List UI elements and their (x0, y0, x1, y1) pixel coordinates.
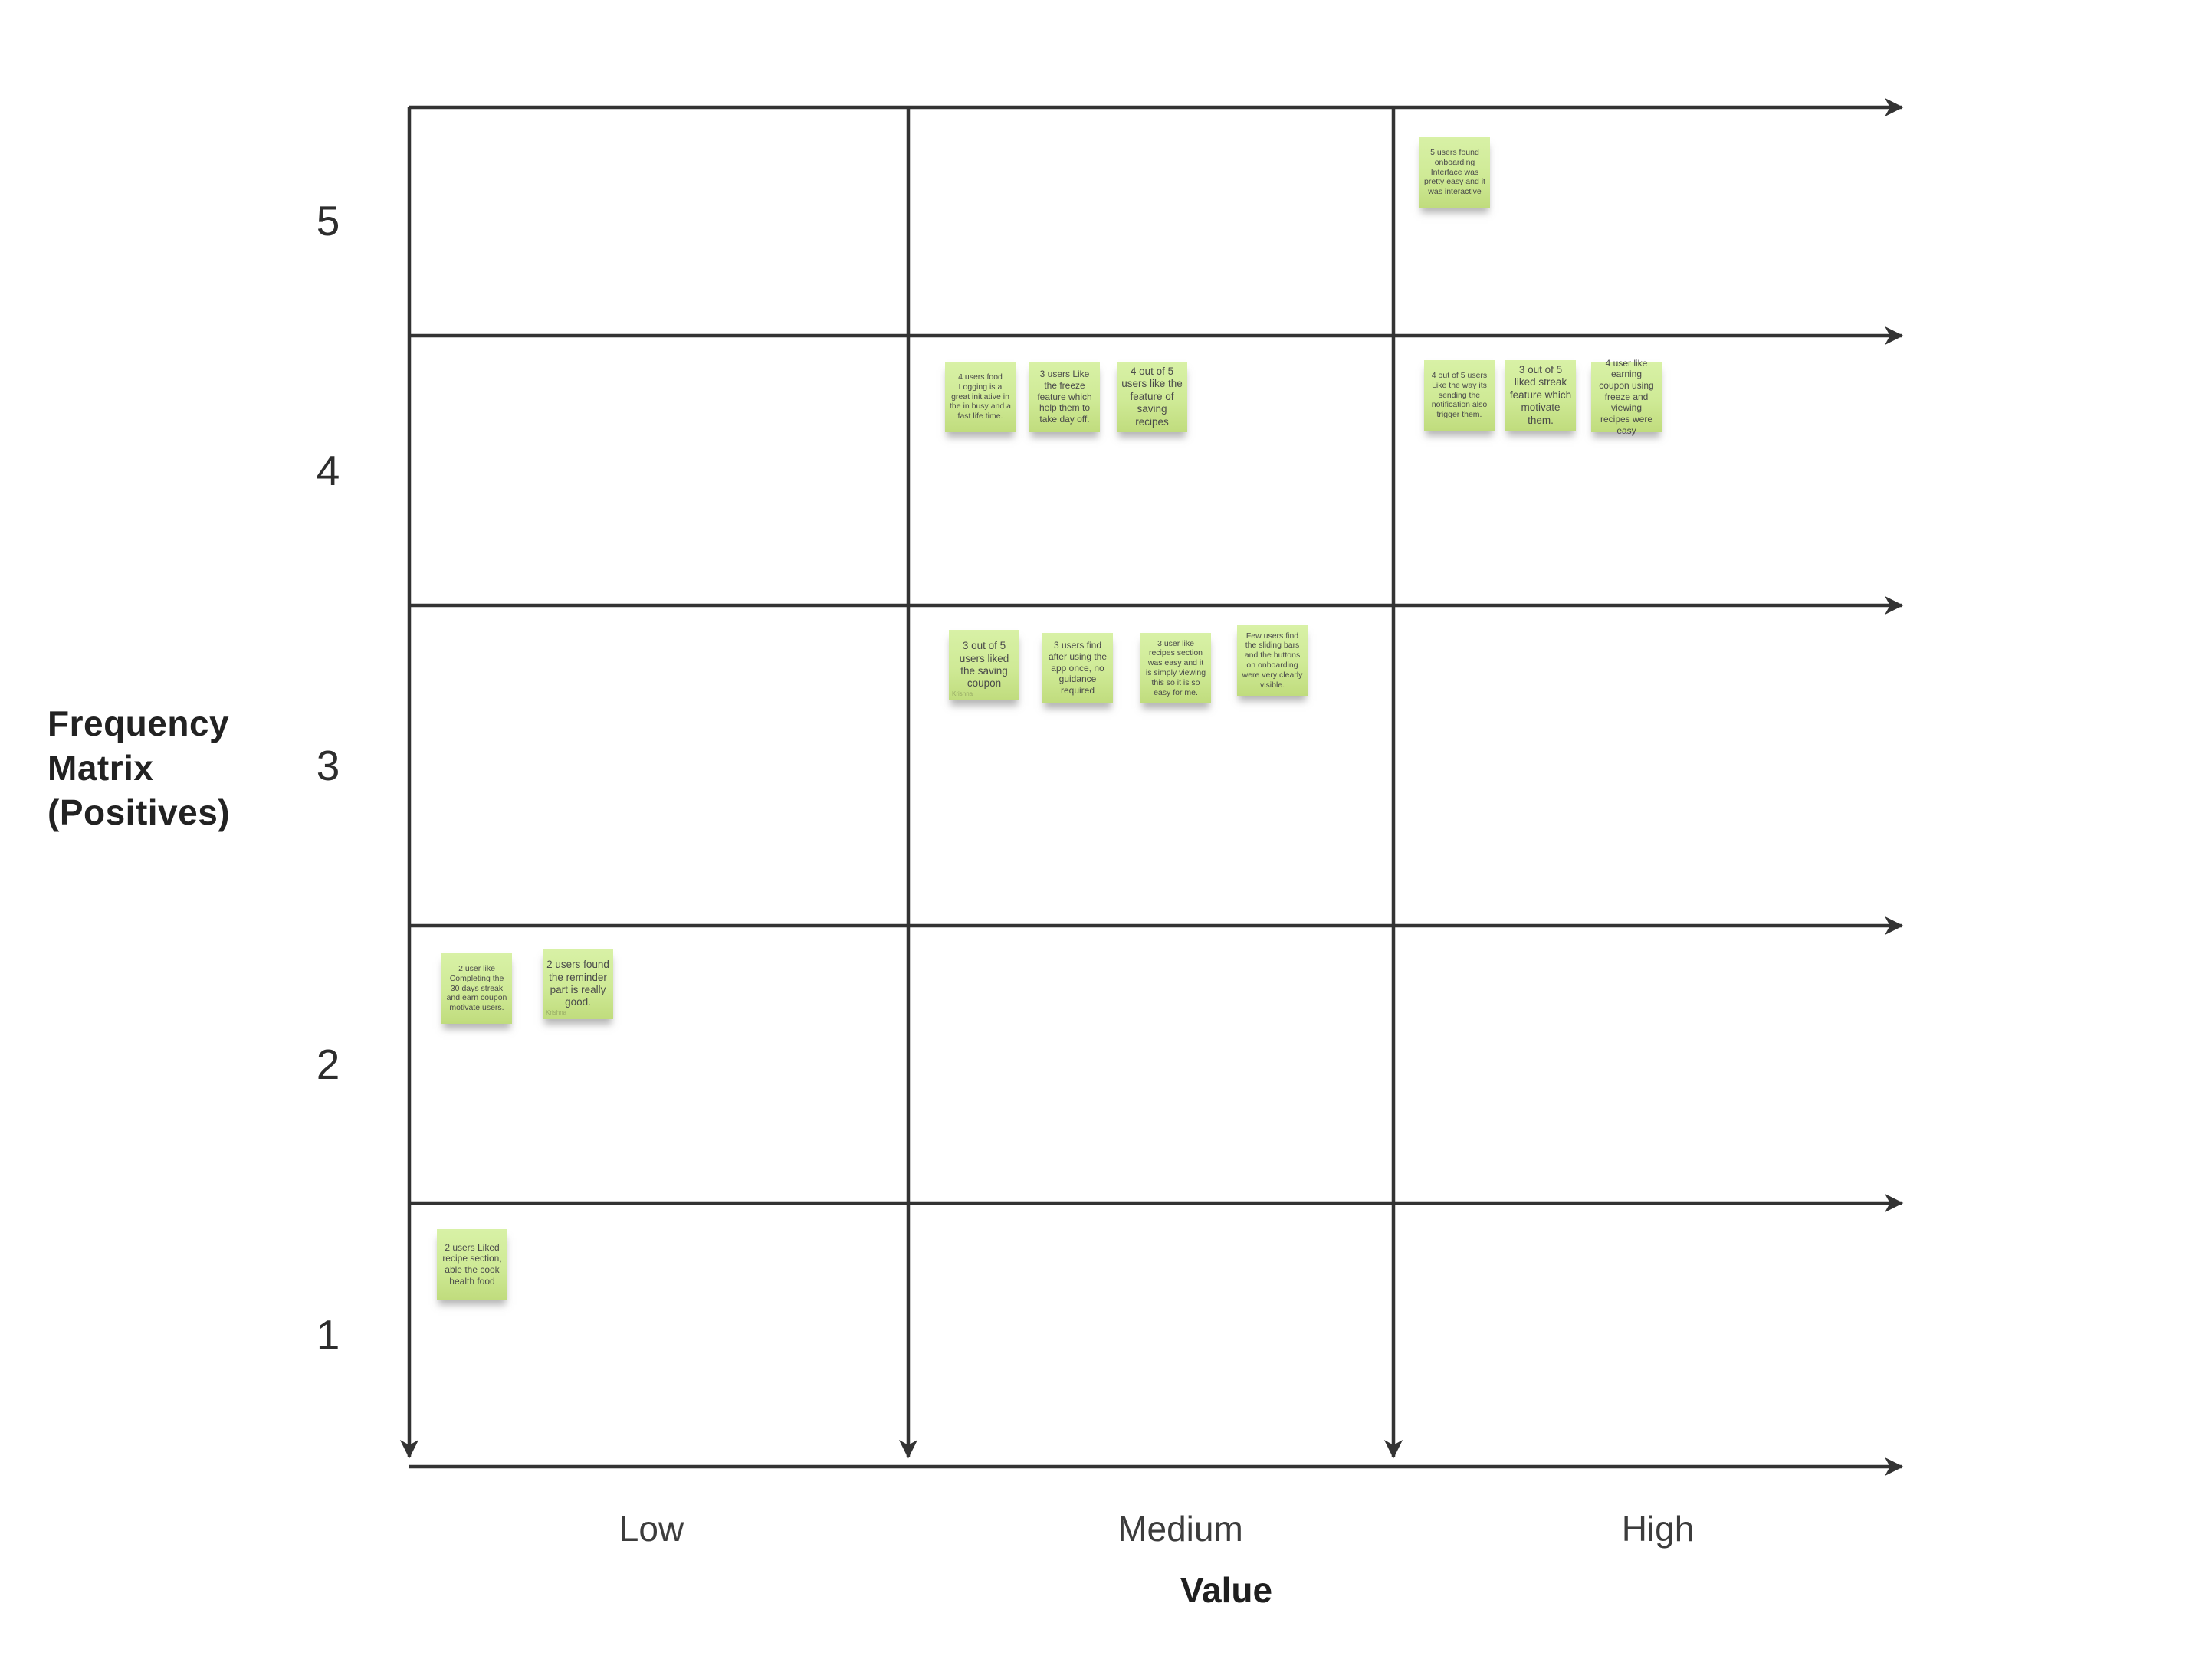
sticky-note[interactable]: 3 users find after using the app once, n… (1042, 633, 1113, 703)
sticky-note-text: 3 user like recipes section was easy and… (1145, 638, 1206, 697)
x-axis-label-high: High (1621, 1509, 1695, 1549)
y-axis-label-3: 3 (316, 742, 340, 789)
sticky-note-text: 3 out of 5 liked streak feature which mo… (1509, 363, 1572, 426)
sticky-note[interactable]: Few users find the sliding bars and the … (1237, 625, 1308, 696)
sticky-note-text: 3 users find after using the app once, n… (1048, 640, 1108, 696)
sticky-note[interactable]: 3 user like recipes section was easy and… (1140, 633, 1211, 703)
y-axis-label-1: 1 (316, 1311, 340, 1359)
sticky-note-text: 4 users food Logging is a great initiati… (950, 372, 1011, 421)
sticky-note[interactable]: 5 users found onboarding Interface was p… (1419, 137, 1490, 208)
sticky-note[interactable]: 3 out of 5 users liked the saving coupon… (949, 630, 1019, 700)
sticky-note[interactable]: 3 out of 5 liked streak feature which mo… (1505, 360, 1576, 431)
x-axis-label-medium: Medium (1117, 1509, 1243, 1549)
x-axis-label-low: Low (619, 1509, 684, 1549)
y-axis-label-2: 2 (316, 1041, 340, 1088)
y-axis-label-4: 4 (316, 447, 340, 494)
sticky-note-text: 3 out of 5 users liked the saving coupon (959, 640, 1009, 690)
y-axis-title: Frequency Matrix (Positives) (48, 702, 230, 835)
sticky-note-author: Krishna (952, 690, 973, 698)
y-axis-title-line: Matrix (48, 747, 154, 788)
sticky-note[interactable]: 4 users food Logging is a great initiati… (945, 362, 1016, 432)
sticky-note-text: 2 users Liked recipe section, able the c… (442, 1241, 502, 1287)
sticky-note-text: 3 users Like the freeze feature which he… (1037, 369, 1092, 425)
sticky-note[interactable]: 3 users Like the freeze feature which he… (1029, 362, 1100, 432)
sticky-note[interactable]: 4 user like earning coupon using freeze … (1591, 358, 1662, 436)
sticky-note-text: 4 user like earning coupon using freeze … (1599, 357, 1654, 436)
sticky-note-text: Few users find the sliding bars and the … (1242, 631, 1303, 690)
sticky-note-text: 2 user like Completing the 30 days strea… (446, 964, 507, 1013)
sticky-note[interactable]: 2 user like Completing the 30 days strea… (441, 953, 512, 1024)
y-axis-title-line: Frequency (48, 703, 230, 743)
sticky-note-text: 2 users found the reminder part is reall… (546, 959, 609, 1008)
sticky-note-text: 5 users found onboarding Interface was p… (1424, 148, 1485, 197)
sticky-note-author: Krishna (546, 1009, 567, 1017)
sticky-note-text: 4 out of 5 users like the feature of sav… (1121, 365, 1183, 428)
sticky-note[interactable]: 2 users found the reminder part is reall… (543, 949, 613, 1019)
sticky-note-text: 4 out of 5 users Like the way its sendin… (1431, 371, 1488, 420)
y-axis-title-line: (Positives) (48, 792, 231, 832)
sticky-note[interactable]: 2 users Liked recipe section, able the c… (437, 1229, 507, 1300)
y-axis-label-5: 5 (316, 197, 340, 244)
x-axis-title: Value (1180, 1570, 1273, 1610)
sticky-note[interactable]: 4 out of 5 users Like the way its sendin… (1424, 360, 1495, 431)
sticky-note[interactable]: 4 out of 5 users like the feature of sav… (1117, 362, 1187, 432)
